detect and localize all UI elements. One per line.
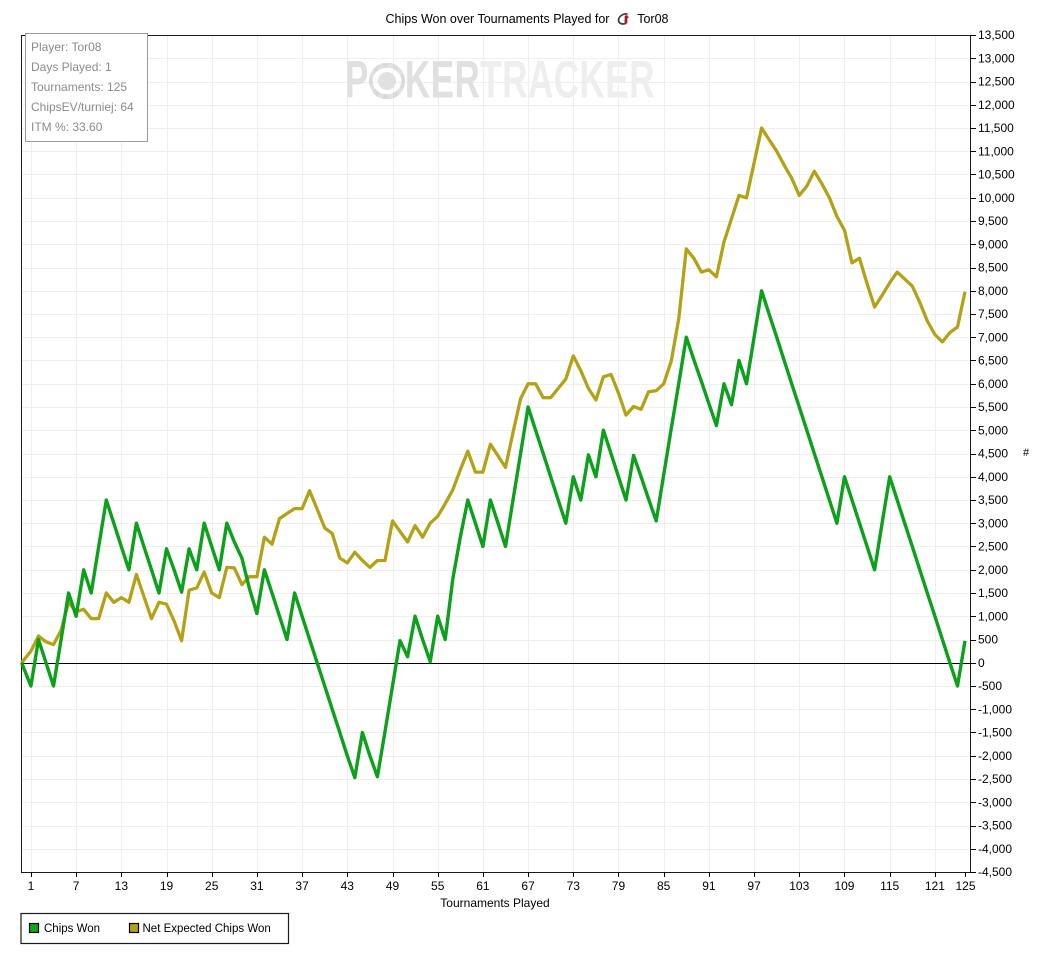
svg-text:-4,000: -4,000	[978, 842, 1012, 856]
svg-text:37: 37	[295, 879, 309, 893]
svg-text:10,000: 10,000	[978, 191, 1015, 205]
svg-text:-3,000: -3,000	[978, 795, 1012, 809]
svg-text:11,500: 11,500	[978, 121, 1014, 135]
svg-text:8,500: 8,500	[978, 261, 1008, 275]
svg-text:12,500: 12,500	[978, 75, 1015, 89]
svg-text:-1,000: -1,000	[978, 702, 1012, 716]
svg-text:61: 61	[476, 879, 490, 893]
svg-text:Net Expected Chips Won: Net Expected Chips Won	[143, 923, 271, 935]
svg-text:7,500: 7,500	[978, 307, 1008, 321]
svg-text:-4,500: -4,500	[978, 865, 1012, 879]
svg-text:5,000: 5,000	[978, 423, 1008, 437]
svg-text:43: 43	[341, 879, 355, 893]
svg-text:31: 31	[250, 879, 264, 893]
svg-text:25: 25	[205, 879, 219, 893]
svg-text:11,000: 11,000	[978, 144, 1014, 158]
svg-text:9,000: 9,000	[978, 237, 1008, 251]
svg-text:91: 91	[702, 879, 716, 893]
svg-text:9,500: 9,500	[978, 214, 1008, 228]
svg-text:500: 500	[978, 633, 998, 647]
svg-text:3,500: 3,500	[978, 493, 1008, 507]
svg-text:2,000: 2,000	[978, 563, 1008, 577]
svg-text:13,000: 13,000	[978, 51, 1015, 65]
svg-text:109: 109	[834, 879, 854, 893]
svg-text:85: 85	[657, 879, 671, 893]
svg-text:125: 125	[955, 879, 975, 893]
svg-text:-500: -500	[978, 679, 1002, 693]
svg-text:2,500: 2,500	[978, 540, 1008, 554]
svg-text:97: 97	[747, 879, 761, 893]
svg-text:79: 79	[612, 879, 626, 893]
svg-text:7,000: 7,000	[978, 330, 1008, 344]
svg-text:73: 73	[567, 879, 581, 893]
svg-text:12,000: 12,000	[978, 98, 1015, 112]
svg-text:55: 55	[431, 879, 445, 893]
svg-text:-2,000: -2,000	[978, 749, 1012, 763]
svg-text:49: 49	[386, 879, 400, 893]
svg-text:4,500: 4,500	[978, 447, 1008, 461]
svg-text:4,000: 4,000	[978, 470, 1008, 484]
svg-text:-3,500: -3,500	[978, 819, 1012, 833]
svg-text:-1,500: -1,500	[978, 726, 1012, 740]
svg-text:19: 19	[160, 879, 174, 893]
svg-text:1: 1	[28, 879, 35, 893]
svg-text:13: 13	[115, 879, 129, 893]
svg-text:67: 67	[521, 879, 535, 893]
svg-text:10,500: 10,500	[978, 168, 1015, 182]
svg-text:115: 115	[880, 879, 899, 893]
svg-text:3,000: 3,000	[978, 516, 1008, 530]
svg-text:6,500: 6,500	[978, 354, 1008, 368]
svg-text:Tournaments Played: Tournaments Played	[440, 896, 549, 910]
svg-text:#: #	[1023, 447, 1030, 459]
svg-text:121: 121	[925, 879, 945, 893]
svg-text:103: 103	[789, 879, 809, 893]
svg-text:8,000: 8,000	[978, 284, 1008, 298]
svg-text:5,500: 5,500	[978, 400, 1008, 414]
svg-text:0: 0	[978, 656, 985, 670]
svg-text:6,000: 6,000	[978, 377, 1008, 391]
svg-text:-2,500: -2,500	[978, 772, 1012, 786]
svg-text:Chips Won: Chips Won	[44, 923, 100, 935]
svg-text:7: 7	[73, 879, 80, 893]
svg-text:1,000: 1,000	[978, 609, 1008, 623]
svg-text:13,500: 13,500	[978, 28, 1015, 42]
svg-text:1,500: 1,500	[978, 586, 1008, 600]
